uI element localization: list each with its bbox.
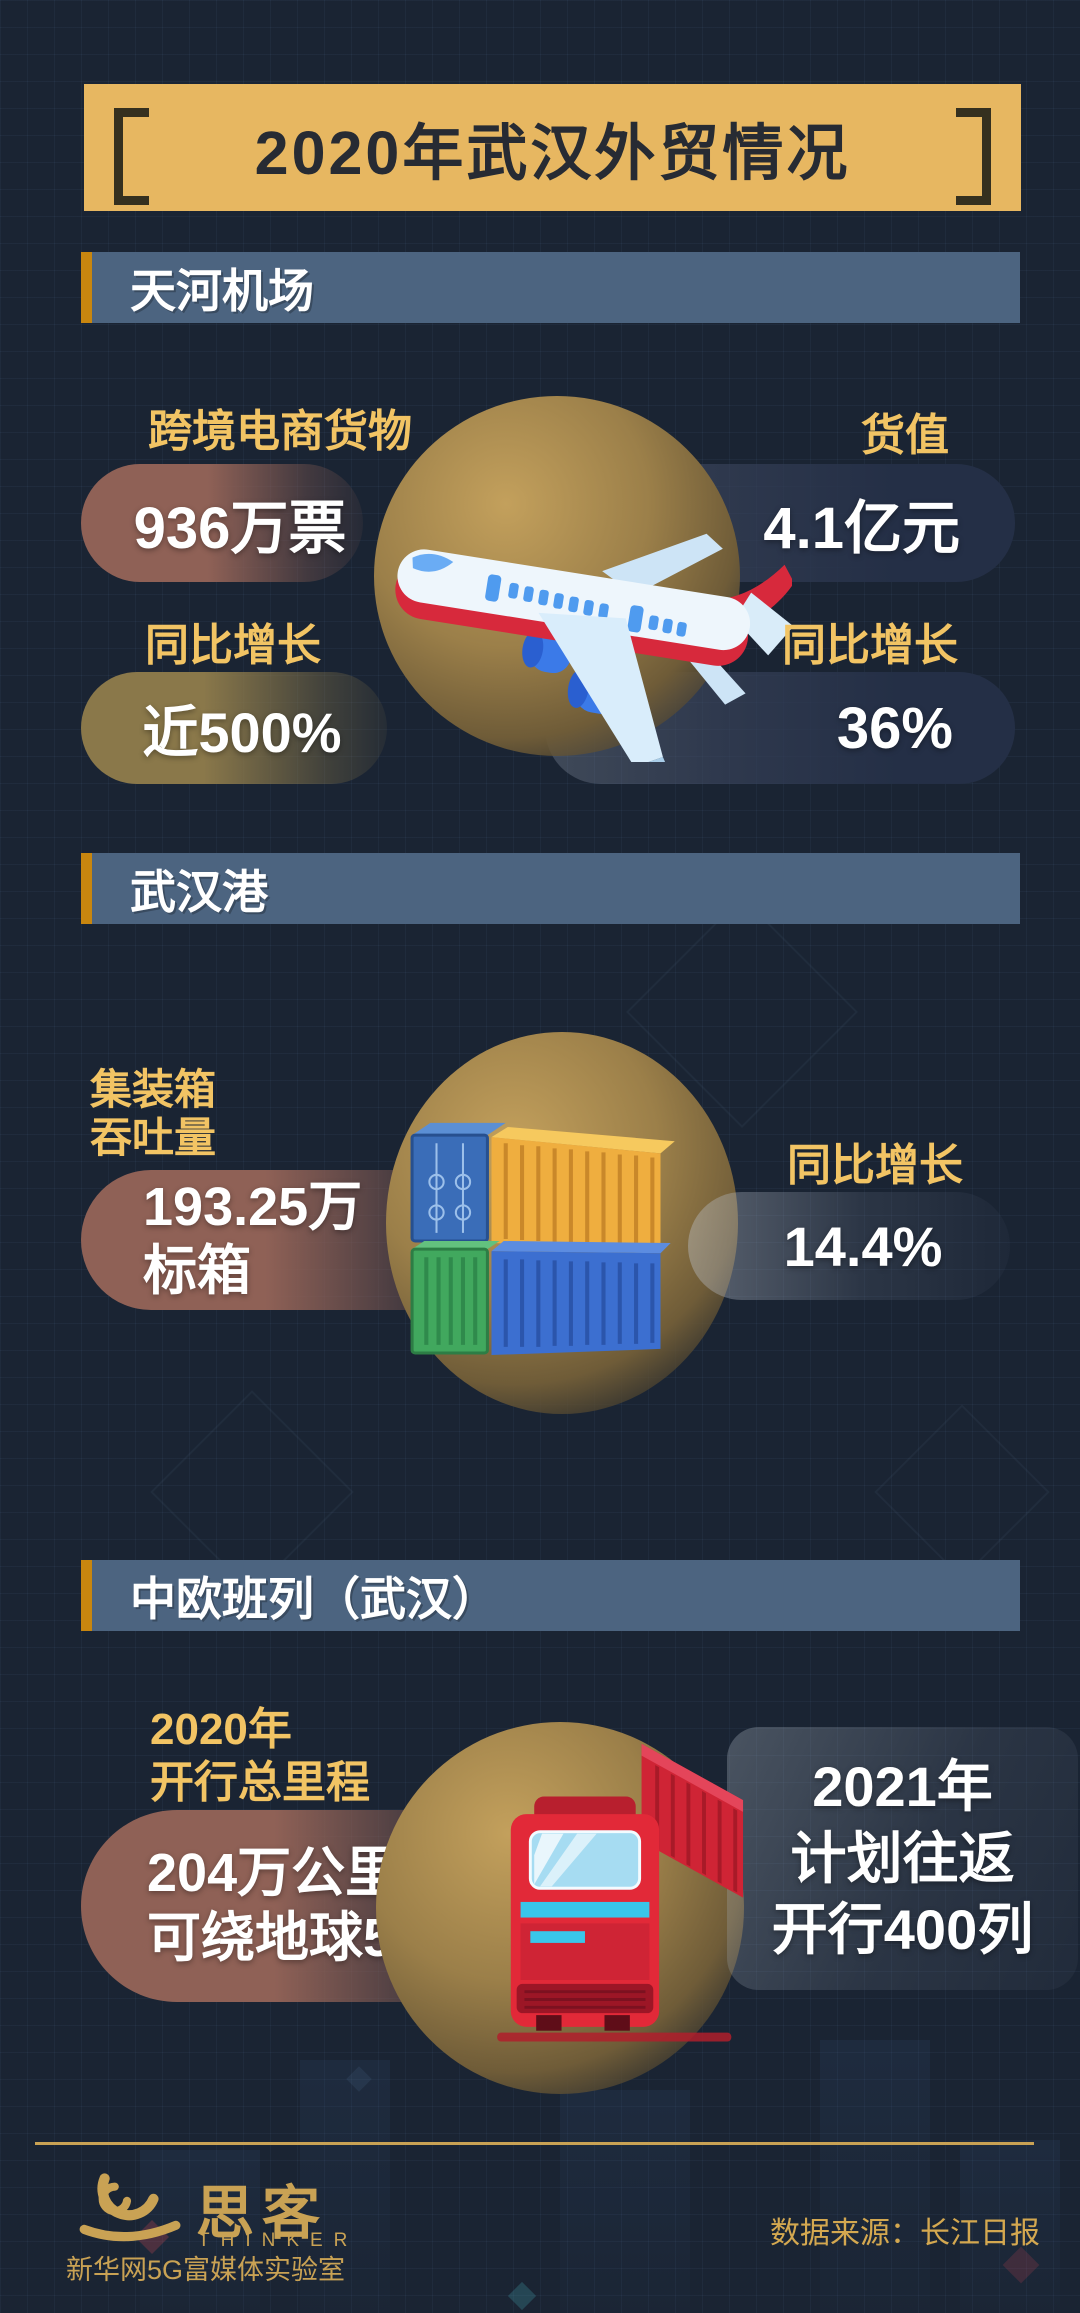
page-title: 2020年武汉外贸情况 (254, 119, 851, 187)
data-source: 数据来源：长江日报 (770, 2217, 1040, 2250)
airport-cargo-label: 跨境电商货物 (148, 407, 412, 456)
railway-plan-line2: 计划往返 (790, 1826, 1015, 1890)
airport-value: 4.1亿元 (763, 496, 960, 561)
containers-icon (410, 1122, 675, 1356)
railway-plan-line3: 开行400列 (771, 1898, 1034, 1962)
railway-plan-panel: 2021年 计划往返 开行400列 (727, 1727, 1078, 1990)
airport-growth-left-value: 近500% (142, 700, 342, 764)
port-throughput-label-line2: 吞吐量 (89, 1113, 216, 1161)
bracket-left-icon (114, 108, 149, 205)
airport-growth-left-label: 同比增长 (145, 621, 321, 670)
port-growth-value: 14.4% (783, 1214, 943, 1278)
section-header-airport-label: 天河机场 (130, 264, 314, 317)
train-icon (497, 1743, 744, 2042)
airport-growth-right-value: 36% (836, 695, 953, 761)
airport-cargo-value-pill: 936万票 (81, 464, 363, 582)
airport-cargo-value: 936万票 (133, 496, 347, 561)
section-header-port-label: 武汉港 (130, 865, 268, 918)
brand-subtitle: 新华网5G富媒体实验室 (66, 2255, 346, 2285)
airplane-icon (395, 533, 792, 762)
port-throughput-label-line1: 集装箱 (89, 1066, 216, 1113)
bracket-right-icon (956, 108, 991, 205)
airport-value-label: 货值 (861, 411, 949, 460)
thinker-logo-icon (79, 2173, 181, 2242)
port-throughput-value-line1: 193.25万 (143, 1177, 363, 1238)
railway-mileage-label-line1: 2020年 (150, 1705, 292, 1754)
railway-mileage-value-line1: 204万公里 (147, 1843, 400, 1904)
decor-city-tower (960, 2140, 1060, 2313)
decor-city-tower (820, 2040, 930, 2313)
decor-city-tower (300, 2060, 390, 2313)
decor-city-tower (560, 2090, 690, 2313)
section-header-port: 武汉港 (81, 853, 1020, 924)
port-throughput-label: 集装箱 吞吐量 (58, 1066, 248, 1162)
port-growth-label: 同比增长 (787, 1141, 963, 1190)
section-header-railway-label: 中欧班列（武汉） (130, 1572, 498, 1625)
decor-diamond (507, 2281, 537, 2311)
brand-name-en: THINKER (198, 2230, 359, 2251)
title-banner: 2020年武汉外贸情况 (84, 84, 1021, 211)
section-header-railway: 中欧班列（武汉） (81, 1560, 1020, 1631)
port-throughput-value-pill: 193.25万 标箱 (81, 1170, 491, 1310)
railway-plan-line1: 2021年 (812, 1754, 993, 1818)
railway-mileage-label: 2020年 开行总里程 (150, 1704, 510, 1810)
airport-growth-right-label: 同比增长 (782, 621, 958, 670)
railway-mileage-label-line2: 开行总里程 (150, 1757, 370, 1807)
port-throughput-value-line2: 标箱 (143, 1241, 251, 1301)
port-growth-value-pill: 14.4% (688, 1192, 1010, 1300)
brand-name-cn: 思客 (196, 2181, 329, 2246)
section-header-airport: 天河机场 (81, 252, 1020, 323)
decor-cube (874, 1404, 1050, 1580)
footer-divider (35, 2142, 1034, 2145)
airport-growth-left-pill: 近500% (81, 672, 387, 784)
